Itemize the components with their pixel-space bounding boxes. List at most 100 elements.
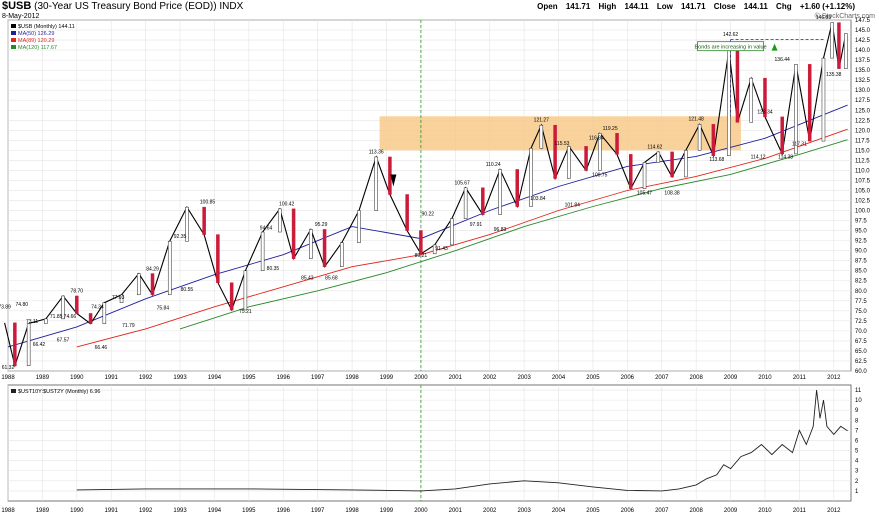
price-bar (763, 77, 767, 118)
price-label: 94.64 (260, 225, 273, 231)
price-label: 121.48 (689, 117, 705, 123)
price-label: 74.66 (64, 314, 77, 320)
price-bar (102, 302, 107, 324)
chg-label: Chg (776, 2, 792, 11)
price-label: 136.44 (775, 57, 791, 63)
symbol: $USB (2, 0, 32, 12)
price-bar (807, 64, 812, 142)
y-tick-label: 135.0 (855, 68, 871, 74)
y-tick-label: 67.5 (855, 339, 867, 345)
price-bar (670, 151, 674, 178)
price-label: 109.75 (592, 172, 608, 178)
y-tick-label: 10 (855, 398, 862, 404)
price-label: 90.22 (422, 211, 435, 217)
price-bar (656, 151, 661, 163)
x-tick-label: 2001 (449, 508, 463, 514)
price-bar (13, 322, 17, 366)
x-tick-label: 2003 (517, 375, 531, 381)
moving-average-line (179, 139, 848, 330)
callout-box (697, 41, 764, 52)
price-bar (463, 187, 468, 219)
y-tick-label: 102.5 (855, 199, 871, 205)
y-tick-label: 132.5 (855, 78, 871, 84)
x-tick-label: 2009 (724, 508, 738, 514)
x-tick-label: 2006 (621, 508, 635, 514)
close-value: 144.11 (743, 2, 768, 11)
x-tick-label: 2000 (414, 508, 428, 514)
x-tick-label: 2012 (827, 375, 841, 381)
price-bar (567, 146, 571, 179)
high-label: High (598, 2, 617, 11)
y-tick-label: 7 (855, 428, 859, 434)
price-label: 101.84 (565, 203, 581, 209)
x-tick-label: 1988 (1, 375, 15, 381)
x-tick-label: 2004 (552, 508, 566, 514)
y-tick-label: 2 (855, 479, 859, 485)
y-tick-label: 137.5 (855, 58, 871, 64)
legend-label: MA(120) 117.67 (18, 45, 57, 51)
x-tick-label: 2003 (517, 508, 531, 514)
y-tick-label: 60.0 (855, 369, 867, 375)
x-tick-label: 1991 (105, 508, 119, 514)
price-bar (243, 270, 248, 311)
price-bar (684, 150, 688, 178)
price-bar (629, 154, 633, 189)
price-bar (539, 124, 544, 149)
y-tick-label: 95.0 (855, 229, 867, 235)
x-tick-label: 1999 (380, 508, 394, 514)
price-label: 103.84 (530, 196, 546, 202)
legend-swatch (11, 24, 16, 28)
y-tick-label: 80.0 (855, 289, 867, 295)
x-tick-label: 2006 (621, 375, 635, 381)
x-tick-label: 2007 (655, 508, 669, 514)
price-label: 80.35 (267, 266, 280, 272)
x-tick-label: 1992 (139, 508, 153, 514)
price-label: 75.84 (157, 306, 170, 312)
low-label: Low (656, 2, 673, 11)
price-bar (202, 206, 206, 235)
price-label: 100.42 (279, 202, 295, 208)
y-tick-label: 115.0 (855, 148, 870, 154)
price-bar (167, 240, 172, 296)
price-bar (340, 242, 344, 267)
price-label: 75.21 (239, 309, 252, 315)
price-label: 77.03 (112, 295, 125, 301)
y-tick-label: 5 (855, 449, 859, 455)
x-tick-label: 2008 (689, 375, 703, 381)
price-label: 85.43 (301, 276, 314, 282)
price-label: 91.43 (435, 246, 448, 252)
price-bar (322, 229, 327, 267)
y-tick-label: 145.0 (855, 28, 871, 34)
x-tick-label: 2001 (449, 375, 463, 381)
ohlc-readout: Open 141.71 High 144.11 Low 141.71 Close… (531, 2, 855, 12)
x-tick-label: 2010 (758, 508, 772, 514)
x-tick-label: 1996 (277, 508, 291, 514)
price-bar (185, 206, 189, 242)
y-tick-label: 112.5 (855, 158, 870, 164)
high-value: 144.11 (624, 2, 649, 11)
y-tick-label: 120.0 (855, 128, 871, 134)
price-bar (119, 294, 124, 303)
y-tick-label: 87.5 (855, 259, 867, 265)
price-bar (642, 162, 647, 189)
x-tick-label: 2005 (586, 508, 600, 514)
price-label: 110.24 (486, 162, 501, 168)
price-bar (615, 133, 619, 155)
moving-average-line (76, 128, 848, 348)
price-label: 71.85 (50, 314, 63, 320)
x-tick-label: 2012 (827, 508, 841, 514)
price-bar (357, 210, 361, 243)
x-tick-label: 1997 (311, 508, 325, 514)
price-label: 123.34 (757, 109, 773, 115)
x-tick-label: 1993 (173, 508, 187, 514)
price-bar (432, 244, 437, 255)
price-label: 142.62 (723, 32, 739, 38)
description: (30-Year US Treasury Bond Price (EOD)) (34, 1, 217, 12)
price-bar (61, 295, 65, 320)
price-label: 117.31 (792, 142, 807, 148)
price-bar (837, 22, 841, 69)
x-tick-label: 1989 (36, 375, 50, 381)
y-tick-label: 9 (855, 408, 859, 414)
price-label: 92.35 (174, 234, 187, 240)
